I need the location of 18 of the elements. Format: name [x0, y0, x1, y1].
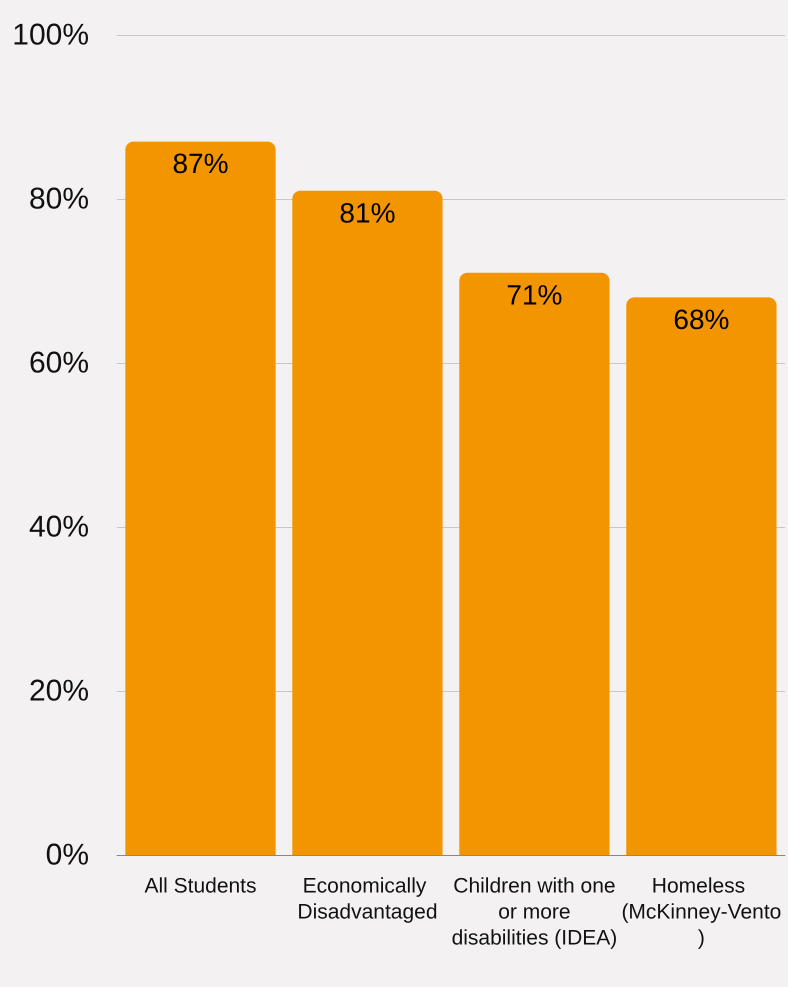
data-label: 71%: [506, 279, 562, 310]
bar: [125, 142, 276, 855]
data-label: 81%: [339, 197, 396, 228]
data-label: 87%: [172, 148, 229, 180]
x-tick-label: Homeless (McKinney-Vento): [621, 874, 782, 950]
y-tick-label: 40%: [28, 510, 89, 544]
y-tick-label: 100%: [12, 18, 89, 52]
bar: [626, 297, 777, 855]
y-tick-label: 60%: [28, 346, 89, 380]
bar: [292, 190, 443, 855]
y-tick-label: 80%: [28, 182, 89, 216]
x-tick-label: Children with one or more disabilities (IDEA): [452, 874, 618, 950]
bar: [459, 272, 610, 855]
data-label: 68%: [673, 304, 730, 335]
x-tick-label: Economically Disadvantaged: [297, 874, 438, 924]
y-tick-label: 20%: [28, 674, 89, 708]
y-tick-label: 0%: [46, 838, 89, 872]
x-tick-label: All Students: [144, 874, 257, 898]
